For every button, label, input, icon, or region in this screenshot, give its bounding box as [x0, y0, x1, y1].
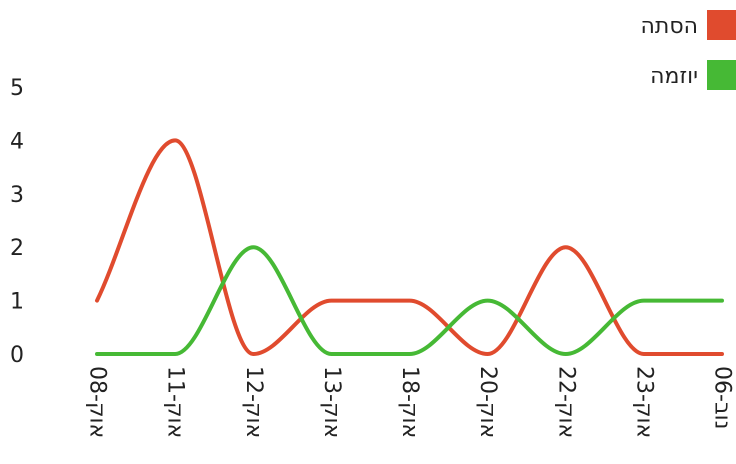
legend-label: הסתה: [641, 14, 698, 39]
x-tick-label: 13-אוק: [319, 366, 344, 438]
x-axis-ticks: 08-אוק 11-אוק 12-אוק 13-אוק 18-אוק 20-אוק 22-א…: [85, 366, 735, 438]
series-line-1: [95, 245, 724, 357]
legend: הסתה יוזמה: [641, 10, 736, 90]
legend-label: יוזמה: [650, 64, 698, 89]
x-tick-label: 20-אוק: [475, 366, 500, 438]
x-tick-label: 12-אוק: [241, 366, 266, 438]
y-tick-label: 2: [10, 236, 24, 261]
y-tick-label: 4: [10, 129, 24, 154]
x-tick-label: 23-אוק: [631, 366, 656, 438]
y-tick-label: 3: [10, 183, 24, 208]
x-tick-label: 11-אוק: [163, 366, 188, 438]
series-line-0: [95, 138, 724, 357]
legend-swatch: [707, 60, 736, 90]
x-tick-label: 06-נוב: [710, 366, 735, 429]
legend-swatch: [707, 10, 736, 40]
y-axis-ticks: 0 1 2 3 4 5: [10, 76, 24, 368]
x-tick-label: 08-אוק: [85, 366, 110, 438]
series-lines: [95, 138, 724, 357]
y-tick-label: 0: [10, 343, 24, 368]
x-tick-label: 18-אוק: [397, 366, 422, 438]
y-tick-label: 1: [10, 290, 24, 315]
y-tick-label: 5: [10, 76, 24, 101]
x-tick-label: 22-אוק: [553, 366, 578, 438]
